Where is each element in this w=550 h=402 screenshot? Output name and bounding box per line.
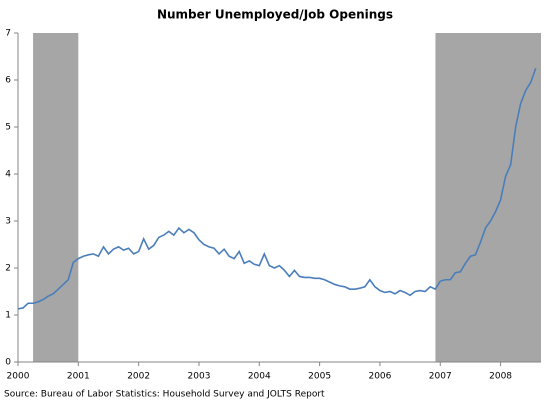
y-tick-label: 4 (5, 170, 11, 180)
recession-shade (33, 33, 79, 362)
source-note: Source: Bureau of Labor Statistics: Hous… (4, 390, 325, 400)
x-tick-label: 2001 (67, 372, 90, 382)
data-line (17, 67, 537, 310)
x-tick-label: 2003 (188, 372, 211, 382)
y-tick-label: 6 (5, 76, 11, 86)
y-tick-label: 2 (5, 264, 11, 274)
chart-title: Number Unemployed/Job Openings (157, 8, 393, 22)
x-tick-label: 2004 (248, 372, 271, 382)
x-tick-label: 2008 (489, 372, 512, 382)
x-tick-label: 2005 (308, 372, 331, 382)
y-tick-label: 1 (5, 311, 11, 321)
x-tick-label: 2006 (368, 372, 391, 382)
y-tick-label: 5 (5, 123, 11, 133)
y-tick-label: 3 (5, 217, 11, 227)
y-tick-label: 7 (5, 29, 11, 39)
x-tick-label: 2000 (7, 372, 30, 382)
x-tick-label: 2007 (429, 372, 452, 382)
y-tick-label: 0 (5, 358, 11, 368)
recession-shade (435, 33, 541, 362)
x-tick-label: 2002 (127, 372, 150, 382)
